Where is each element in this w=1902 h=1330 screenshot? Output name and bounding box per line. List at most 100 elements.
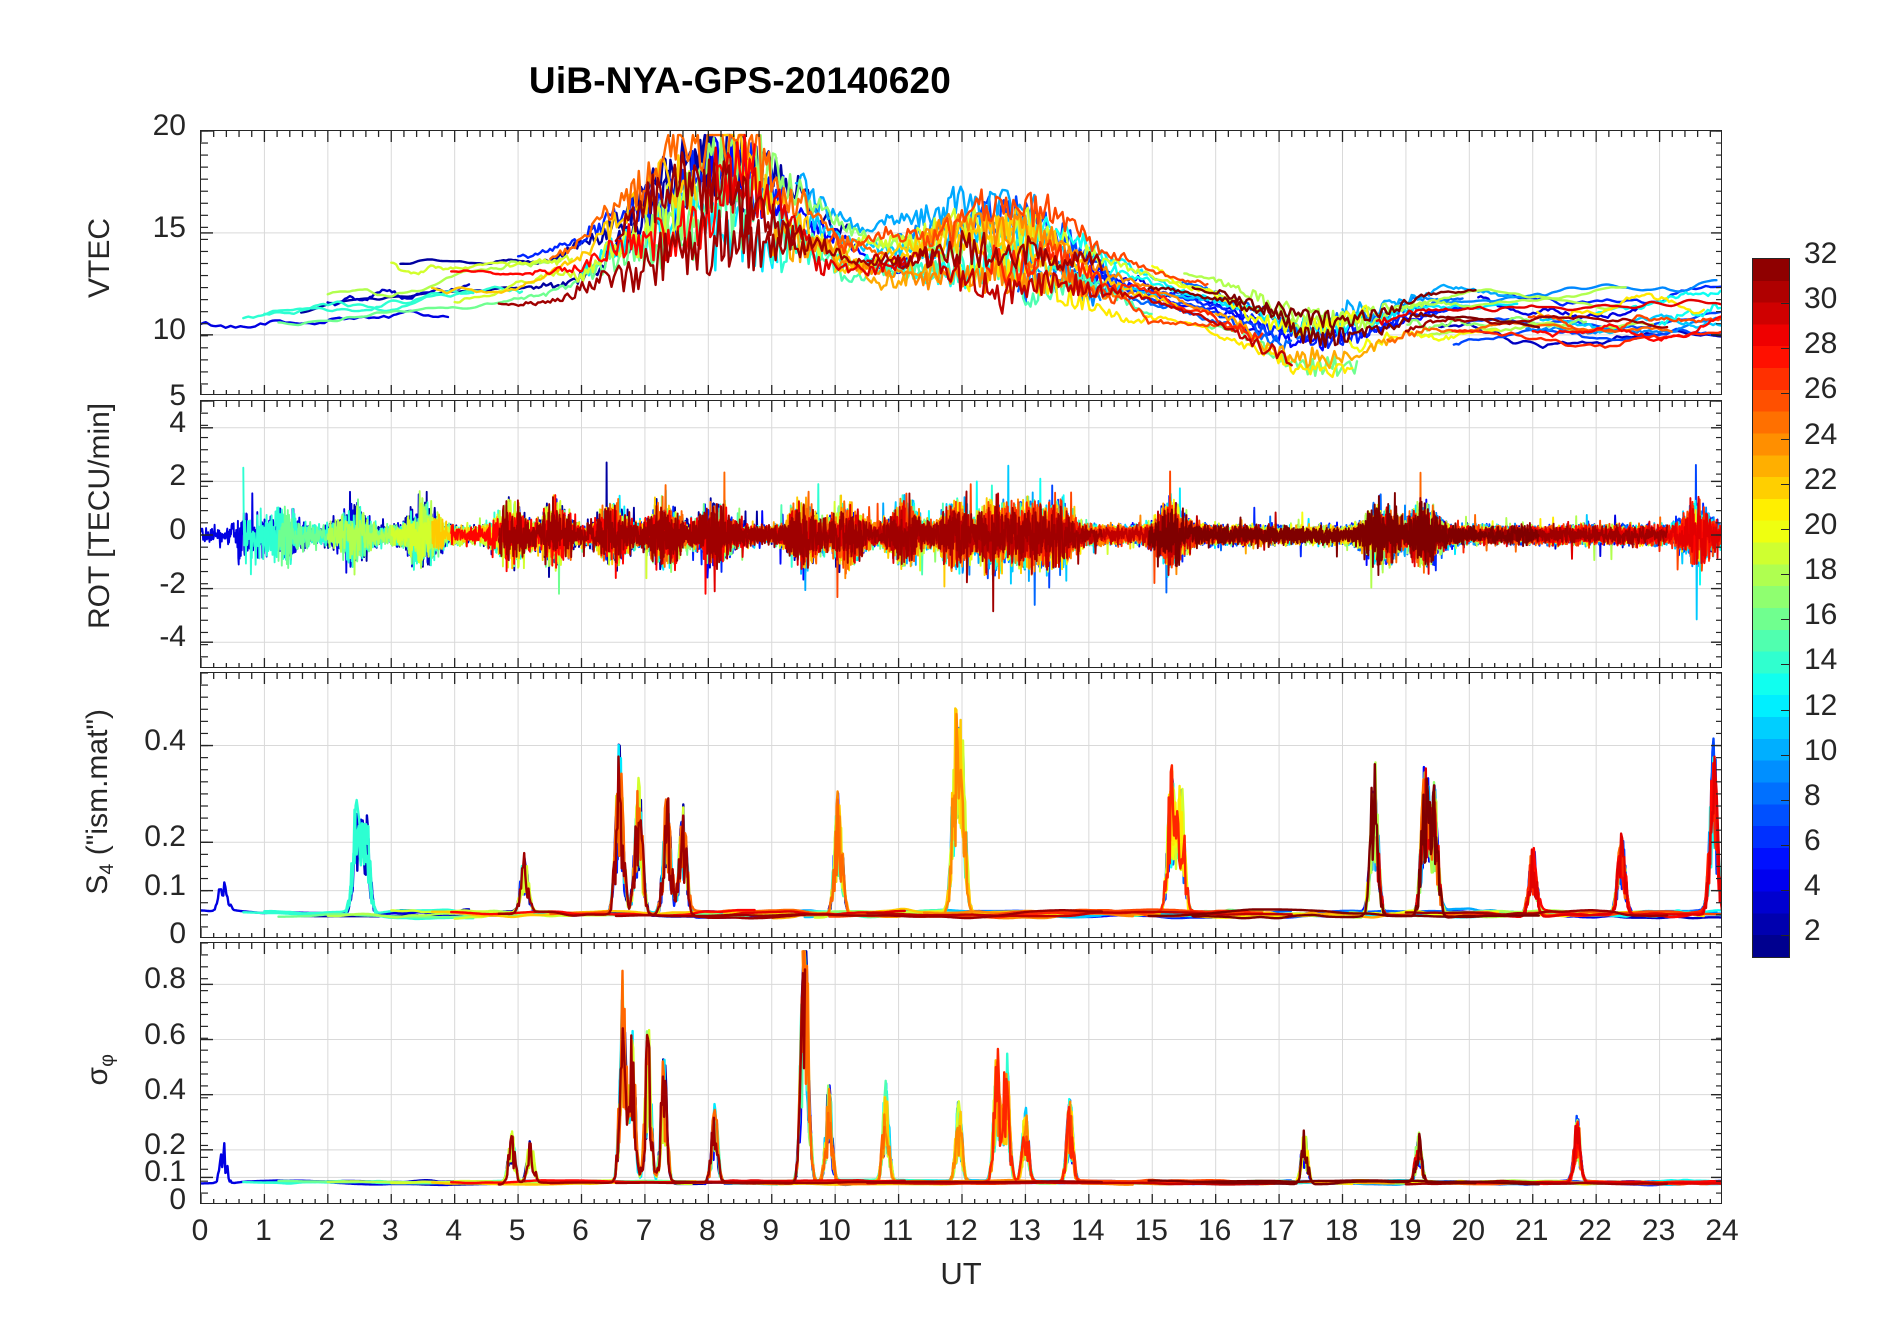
ylabel-main-sigmaphi: σ [81,1066,115,1086]
trace-prn-5 [1066,1099,1471,1185]
ytick-rot-neg4: -4 [159,620,186,654]
xtick-22: 22 [1578,1214,1612,1247]
colorbar-tickmark-16 [1781,619,1790,621]
trace-prn-31 [614,1180,1104,1185]
trace-prn-18 [1277,761,1627,919]
ytick-vtec-10: 10 [152,312,186,346]
trace-prn-25 [549,133,886,260]
trace-prn-30 [866,910,1293,918]
trace-prn-27 [982,242,1264,342]
trace-prn-32 [1147,285,1540,348]
figure-title: UiB-NYA-GPS-20140620 [528,60,952,101]
trace-prn-24 [801,712,1134,920]
ylabel-vtec: VTEC [83,158,117,358]
trace-prn-22 [834,211,1057,279]
trace-prn-31 [1404,909,1669,917]
ylabel-sigmaphi: σφ [81,970,119,1170]
data-traces-s4 [201,707,1721,921]
colorbar-tickmark-14 [1781,664,1790,666]
colorbar-tick-30: 30 [1804,282,1838,316]
colorbar-tickmark-18 [1781,574,1790,576]
colorbar-tickmark-10 [1781,754,1790,756]
ytick-vtec-20: 20 [152,109,186,142]
ytick-vtec-15: 15 [152,210,186,244]
xtick-23: 23 [1641,1214,1676,1247]
ytick-rot-0: 0 [169,513,186,546]
xtick-7: 7 [635,1214,653,1247]
trace-prn-26 [1527,314,1721,334]
ytick-sigmaphi-0: 0 [169,1183,186,1216]
trace-prn-31 [497,755,807,920]
xtick-21: 21 [1515,1214,1549,1247]
ytick-sigmaphi-0p8: 0.8 [144,962,186,996]
trace-prn-19 [813,713,1265,919]
trace-prn-29 [1375,1124,1721,1185]
xtick-0: 0 [191,1214,209,1247]
ytick-sigmaphi-0p2: 0.2 [144,1127,186,1161]
colorbar-tickmark-8 [1781,799,1790,801]
trace-prn-18 [1183,771,1620,919]
trace-prn-27 [1451,1120,1721,1185]
xtick-24: 24 [1705,1214,1739,1247]
trace-prn-12 [580,999,779,1186]
trace-prn-19 [390,1133,573,1185]
colorbar-tickmark-6 [1781,845,1790,847]
xtick-2: 2 [318,1214,336,1247]
xtick-20: 20 [1451,1214,1486,1247]
trace-prn-32 [1191,1129,1477,1186]
trace-prn-28 [1531,1122,1721,1186]
colorbar-tick-16: 16 [1804,598,1838,632]
tickmarks-sigmaphi [201,943,1721,1203]
trace-prn-26 [828,188,1209,287]
trace-prn-27 [1451,761,1721,918]
colorbar-tick-24: 24 [1804,417,1838,451]
trace-prn-14 [242,1134,524,1185]
trace-prn-24 [922,210,1216,318]
ytick-sigmaphi-0p4: 0.4 [144,1072,186,1106]
ytick-s4-0p2: 0.2 [144,820,186,854]
ytick-rot-2: 2 [169,459,186,493]
trace-prn-8 [1017,788,1293,919]
colorbar-tick-20: 20 [1804,507,1838,541]
colorbar-tick-18: 18 [1804,553,1838,587]
xtick-4: 4 [445,1214,462,1247]
trace-prn-4 [201,812,450,917]
ytick-rot-neg2: -2 [159,566,186,600]
plot-panel-sigmaphi [200,942,1722,1204]
trace-prn-6 [1497,1118,1721,1187]
trace-prn-31 [1404,315,1669,333]
trace-prn-6 [516,776,785,919]
gridlines-vtec [201,131,1721,394]
tickmarks-rot [201,401,1721,667]
ylabel-sub-sigmaphi: φ [95,1054,118,1067]
colorbar-tickmark-28 [1781,348,1790,350]
plot-panel-vtec [200,130,1722,395]
plot-area-rot [201,401,1721,667]
plot-area-s4 [201,673,1721,937]
trace-prn-7 [1452,1114,1721,1184]
x-axis-label: UT [940,1256,982,1291]
colorbar-tickmark-24 [1781,438,1790,440]
colorbar-tickmark-26 [1781,393,1790,395]
data-traces-vtec [201,133,1721,379]
plot-area-vtec [201,131,1721,394]
ylabel-main-s4: S [81,874,115,895]
trace-prn-30 [866,1181,1293,1186]
xtick-12: 12 [944,1214,978,1247]
trace-prn-14 [263,798,475,921]
trace-prn-7 [1468,1122,1721,1186]
colorbar-tick-10: 10 [1804,733,1838,767]
xtick-6: 6 [572,1214,589,1247]
xtick-13: 13 [1007,1214,1042,1247]
prn-colorbar[interactable] [1752,258,1790,958]
ytick-s4-0: 0 [169,917,186,950]
trace-prn-32 [1191,763,1477,920]
xtick-9: 9 [762,1214,780,1247]
trace-prn-25 [549,772,886,918]
gridlines-s4 [201,673,1721,937]
data-traces-sigmaphi [201,950,1721,1187]
colorbar-tickmark-30 [1781,303,1790,305]
colorbar-tickmark-22 [1781,483,1790,485]
trace-prn-14 [242,808,524,917]
